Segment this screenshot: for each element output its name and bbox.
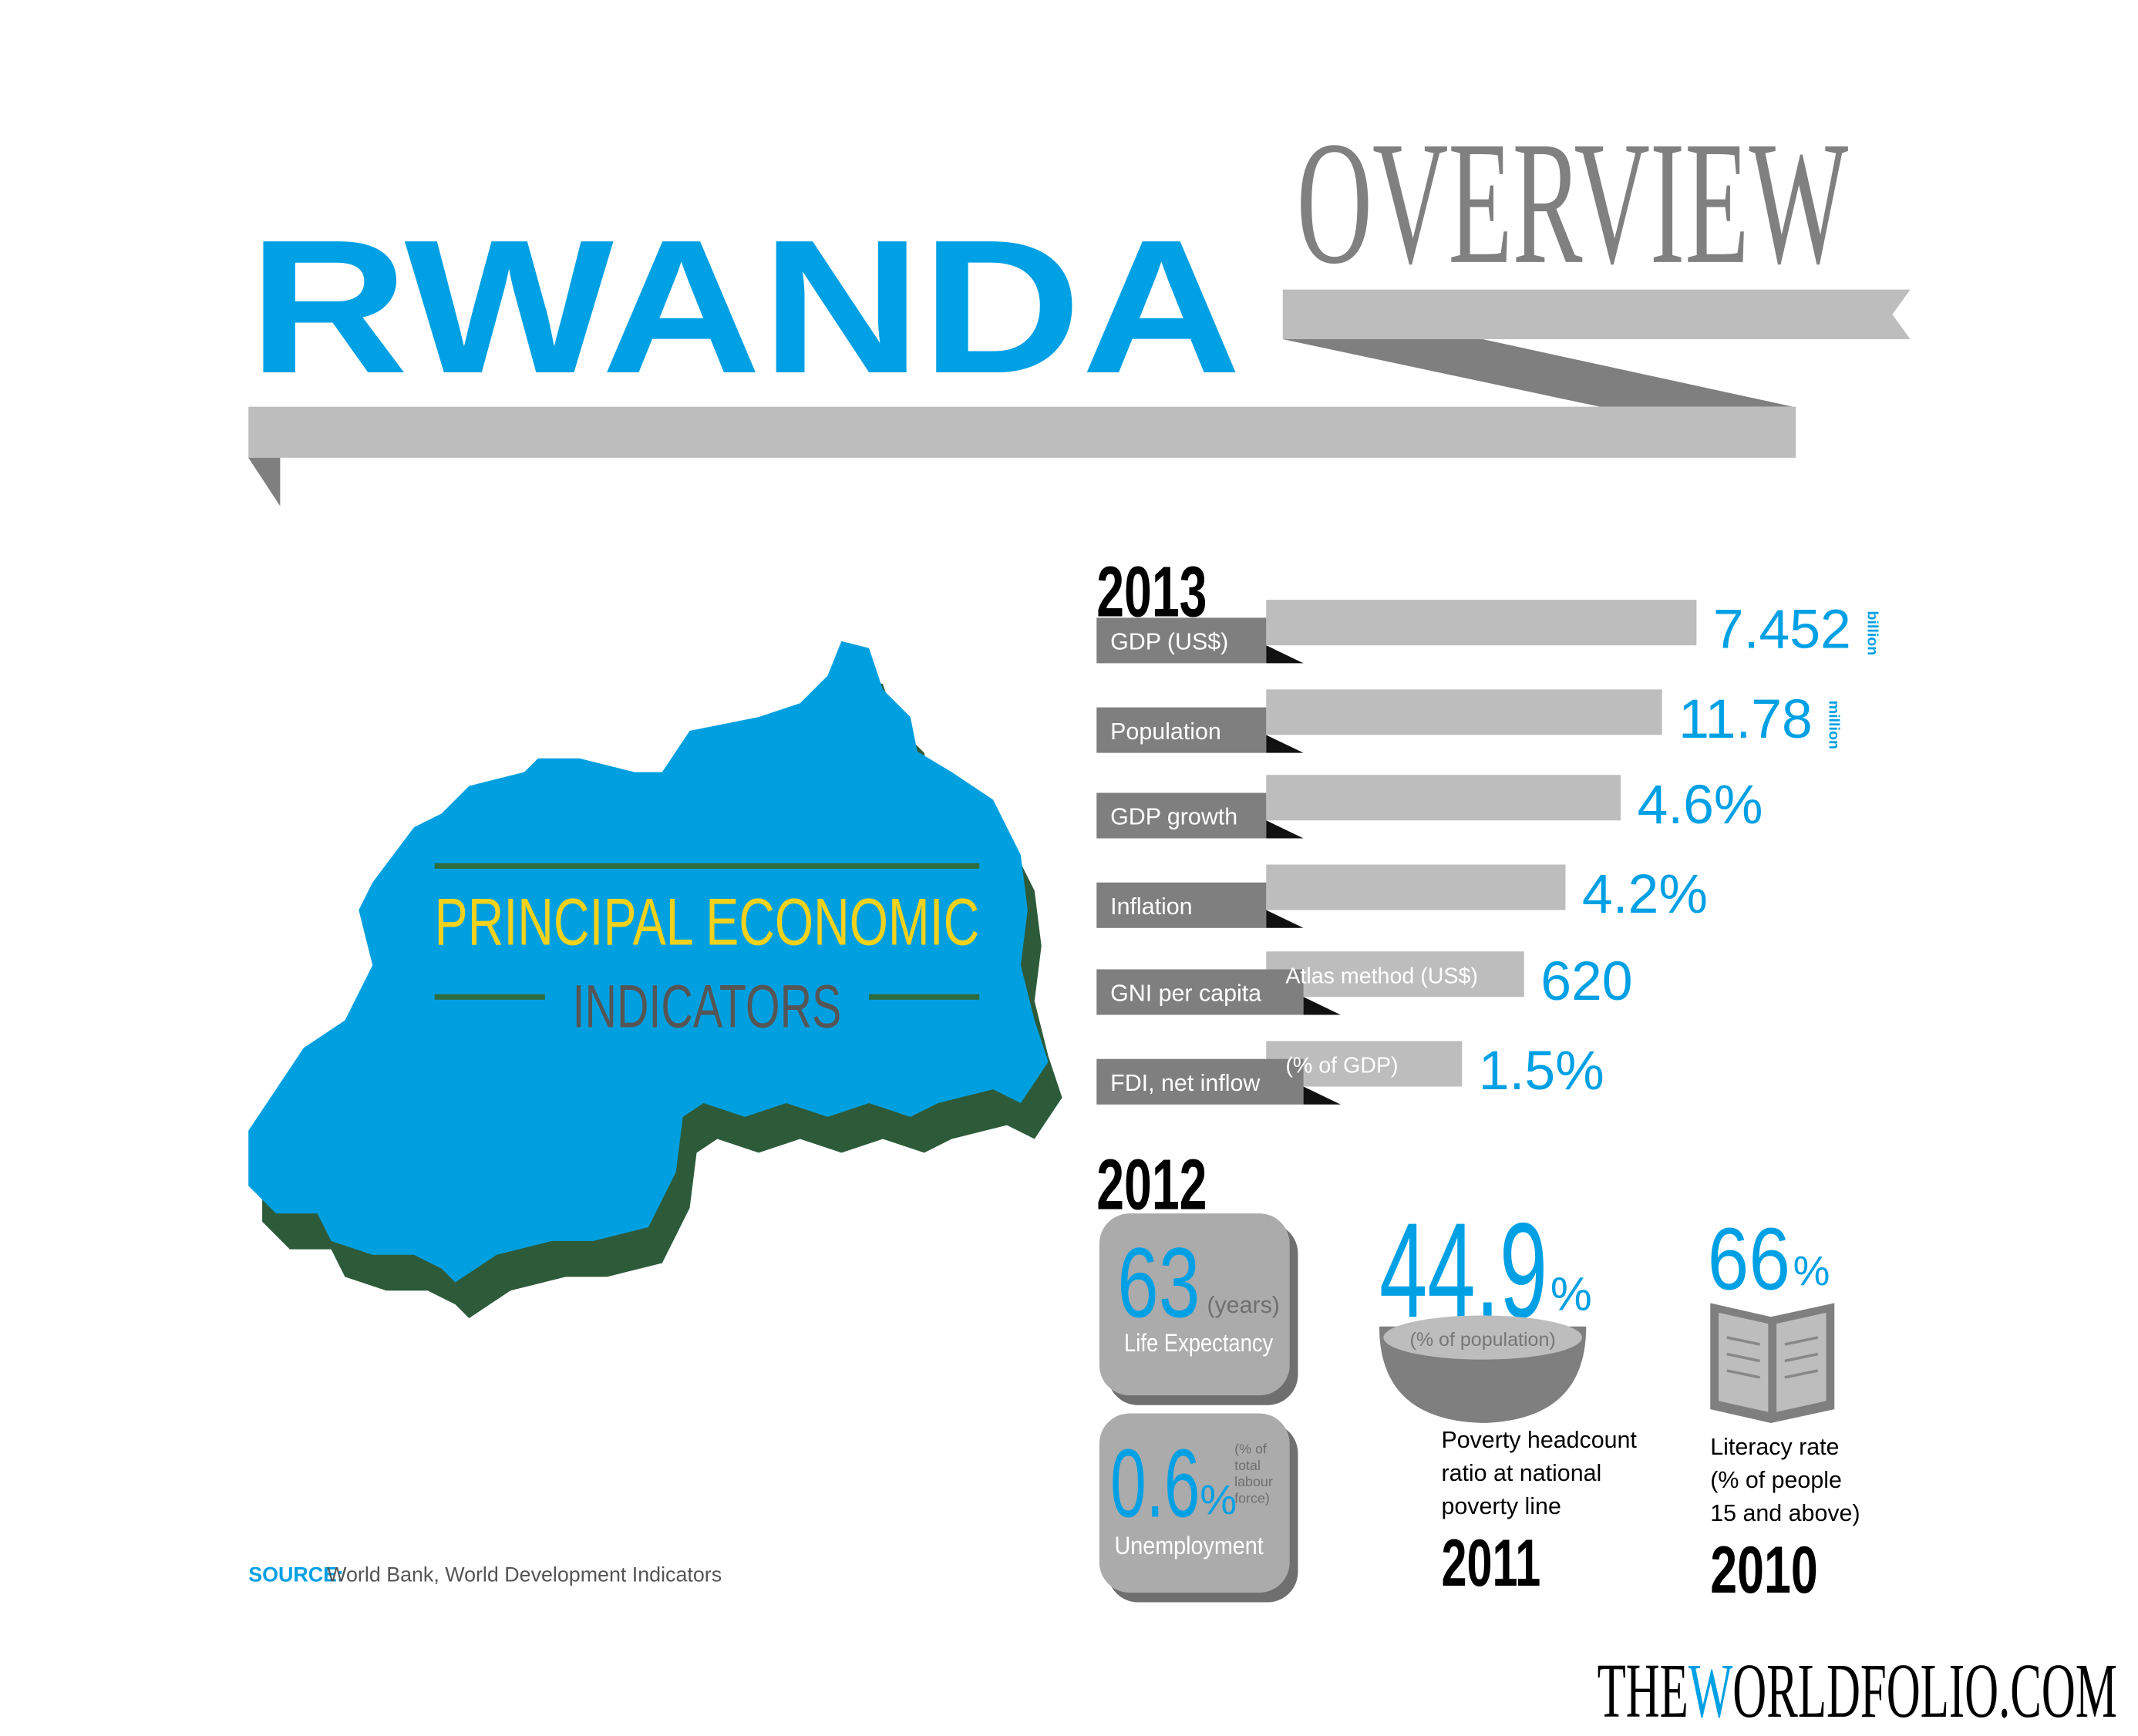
label-line: force) [1234,1491,1270,1506]
indicator-value: 4.6% [1637,774,1763,836]
indicator-label: Population [1110,718,1221,745]
label-box [1096,792,1267,839]
indicator-unit: million [1825,701,1842,749]
ribbon [248,406,1796,458]
label-line: Poverty headcount [1441,1427,1637,1453]
literacy-label: Literacy rate (% of people 15 and above) [1710,1434,1860,1526]
fold [1266,910,1304,928]
year: 2012 [1096,1145,1207,1225]
life-unit: (years) [1207,1292,1280,1318]
indicator-bar [1266,600,1697,646]
indicator-label: Inflation [1110,893,1192,920]
indicator-value: 1.5% [1479,1040,1604,1102]
label-line: Literacy rate [1710,1434,1839,1460]
indicator-note: (% of GDP) [1285,1054,1398,1078]
indicator-rows: GDP (US$) 7.452 billion Population 11.78 mill… [1096,599,1880,1105]
book-icon [1710,1303,1835,1423]
subtitle: OVERVIEW [1297,105,1848,301]
label-line: (% of people [1710,1467,1842,1493]
divider [869,994,980,1000]
label-box [1096,1058,1304,1105]
indicator-note: Atlas method (US$) [1285,964,1478,988]
poverty-label: Poverty headcount ratio at national povert… [1441,1427,1637,1519]
indicator-label: GDP growth [1110,804,1237,830]
indicator-label: FDI, net inflow [1110,1070,1261,1096]
indicator-value: 620 [1540,950,1632,1012]
indicator-value: 7.452 [1713,599,1851,661]
literacy-value: 66 [1708,1209,1790,1308]
fold [1303,1086,1341,1105]
divider [434,994,545,1000]
label-box [1096,969,1304,1015]
divider [434,863,980,869]
indicator-label: GNI per capita [1110,981,1261,1007]
indicator-bar [1266,951,1524,998]
fold [1266,645,1304,664]
poverty-year: 2011 [1441,1526,1540,1600]
source-label: SOURCE: [248,1563,344,1586]
indicator-value: 4.2% [1582,863,1708,925]
percent: % [1550,1267,1592,1320]
ribbon [1282,289,1911,340]
map-heading: PRINCIPAL ECONOMIC [435,885,980,959]
label-line: total [1234,1458,1261,1473]
indicator-value: 11.78 [1678,688,1813,750]
label-line: 15 and above) [1710,1500,1860,1526]
brand: THEWORLDFOLIO.COM [1598,1648,2117,1734]
label-line: ratio at national [1441,1460,1601,1486]
unemployment-box [1099,1413,1290,1593]
label-line: poverty line [1441,1493,1561,1519]
literacy-year: 2010 [1710,1533,1818,1607]
fold [1266,820,1304,839]
source-text: World Bank, World Development Indicators [327,1563,722,1586]
ribbon-fold [248,457,281,506]
fold [1303,997,1341,1015]
unemployment-label: Unemployment [1115,1532,1264,1559]
life-box [1099,1213,1290,1396]
percent: % [1793,1248,1830,1294]
ribbon-fold [1282,339,1793,407]
unemployment-value: 0.6 [1110,1430,1200,1538]
title: RWANDA [248,201,1241,413]
fold [1266,735,1304,753]
bowl-top [1383,1315,1582,1360]
life-value: 63 [1117,1227,1200,1338]
label-box [1096,882,1267,928]
label-line: labour [1234,1474,1273,1489]
percent: % [1200,1477,1237,1523]
indicator-label: GDP (US$) [1110,628,1228,654]
life-label: Life Expectancy [1124,1329,1274,1357]
indicator-bar [1266,775,1621,821]
indicator-unit: billion [1864,611,1880,655]
map-subheading: INDICATORS [573,973,842,1041]
map [248,641,1062,1319]
label-box [1096,617,1267,664]
indicator-bar [1266,689,1662,735]
indicator-bar [1266,864,1566,910]
label-box [1096,707,1267,753]
poverty-unit: (% of population) [1409,1329,1555,1351]
label-line: (% of [1234,1441,1267,1456]
